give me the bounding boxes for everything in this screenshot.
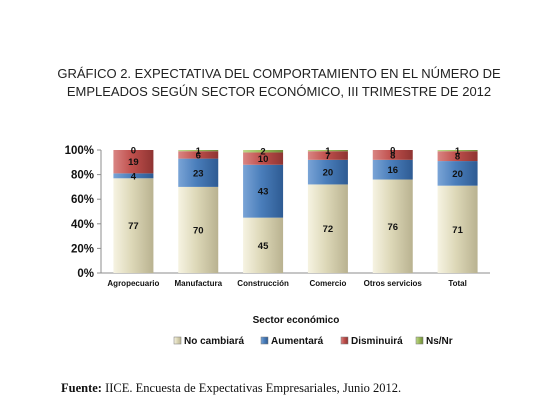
legend: No cambiará Aumentará Disminuirá Ns/Nr bbox=[173, 336, 453, 347]
legend-label-aumentara: Aumentará bbox=[271, 336, 324, 347]
bar-segment-aumentara-otros-servicios bbox=[372, 159, 413, 180]
bar-segment-disminuira-agropecuario bbox=[113, 150, 154, 174]
value-label-disminuira-manufactura: 6 bbox=[196, 150, 201, 161]
value-label-no-cambiara-manufactura: 70 bbox=[193, 225, 204, 236]
bar-segment-aumentara-agropecuario bbox=[113, 173, 154, 179]
value-label-aumentara-total: 20 bbox=[452, 169, 463, 180]
bar-segment-no-cambiara-construccion bbox=[243, 217, 284, 273]
value-label-ns-nr-manufactura: 1 bbox=[196, 146, 202, 157]
bar-segment-disminuira-comercio bbox=[307, 151, 348, 160]
bar-segment-ns-nr-manufactura bbox=[178, 150, 219, 152]
bars bbox=[113, 150, 478, 273]
bar-segment-no-cambiara-total bbox=[437, 185, 478, 273]
bar-segment-aumentara-construccion bbox=[243, 164, 284, 218]
category-label-otros-servicios: Otros servicios bbox=[364, 279, 423, 288]
y-tick-label: 60% bbox=[71, 194, 94, 206]
legend-label-no-cambiara: No cambiará bbox=[184, 336, 244, 347]
legend-label-disminuira: Disminuirá bbox=[351, 336, 403, 347]
value-label-aumentara-manufactura: 23 bbox=[193, 168, 204, 179]
category-label-comercio: Comercio bbox=[309, 279, 346, 288]
x-axis-label: Sector económico bbox=[253, 315, 340, 326]
category-label-construccion: Construcción bbox=[237, 279, 289, 288]
bar-segment-disminuira-total bbox=[437, 151, 478, 162]
category-label-total: Total bbox=[448, 279, 467, 288]
value-label-aumentara-comercio: 20 bbox=[323, 168, 334, 179]
value-label-aumentara-otros-servicios: 16 bbox=[387, 165, 398, 176]
value-label-no-cambiara-construccion: 45 bbox=[258, 241, 269, 252]
bar-segment-no-cambiara-otros-servicios bbox=[372, 179, 413, 273]
value-label-disminuira-agropecuario: 19 bbox=[128, 157, 139, 168]
value-label-ns-nr-agropecuario: 0 bbox=[131, 146, 136, 157]
category-label-manufactura: Manufactura bbox=[174, 279, 222, 288]
legend-swatch-disminuira bbox=[340, 336, 349, 345]
category-label-agropecuario: Agropecuario bbox=[107, 279, 159, 288]
y-tick-label: 40% bbox=[71, 219, 94, 231]
value-label-aumentara-construccion: 43 bbox=[258, 187, 269, 198]
value-label-disminuira-otros-servicios: 8 bbox=[390, 150, 395, 161]
value-label-aumentara-agropecuario: 4 bbox=[131, 171, 137, 182]
value-label-no-cambiara-comercio: 72 bbox=[323, 224, 334, 235]
source-label: Fuente: bbox=[61, 381, 102, 395]
y-tick-label: 80% bbox=[71, 170, 94, 182]
bar-segment-ns-nr-comercio bbox=[307, 150, 348, 152]
bar-segment-no-cambiara-agropecuario bbox=[113, 178, 154, 273]
bar-segment-disminuira-construccion bbox=[243, 152, 284, 165]
value-label-disminuira-total: 8 bbox=[455, 152, 460, 163]
legend-swatch-ns-nr bbox=[415, 336, 424, 345]
value-label-ns-nr-construccion: 2 bbox=[260, 147, 265, 158]
category-labels: Agropecuario Manufactura Construcción Comer… bbox=[107, 279, 466, 288]
bar-segment-aumentara-manufactura bbox=[178, 158, 219, 187]
value-label-no-cambiara-total: 71 bbox=[452, 225, 463, 236]
value-label-no-cambiara-agropecuario: 77 bbox=[128, 221, 139, 232]
y-tick-label: 0% bbox=[77, 268, 94, 280]
bar-segment-ns-nr-total bbox=[437, 150, 478, 152]
legend-label-ns-nr: Ns/Nr bbox=[426, 336, 453, 347]
bar-segment-disminuira-otros-servicios bbox=[372, 150, 413, 160]
source-text: IICE. Encuesta de Expectativas Empresari… bbox=[101, 381, 402, 395]
value-label-ns-nr-total: 1 bbox=[455, 146, 461, 157]
legend-swatch-no-cambiara bbox=[173, 336, 182, 345]
bar-segment-no-cambiara-manufactura bbox=[178, 186, 219, 273]
value-label-no-cambiara-otros-servicios: 76 bbox=[387, 222, 398, 233]
bar-segment-aumentara-total bbox=[437, 161, 478, 186]
value-label-ns-nr-otros-servicios: 0 bbox=[390, 146, 395, 157]
bar-segment-no-cambiara-comercio bbox=[307, 184, 348, 273]
value-label-ns-nr-comercio: 1 bbox=[325, 146, 331, 157]
chart-title-line-1: GRÁFICO 2. EXPECTATIVA DEL COMPORTAMIENT… bbox=[57, 66, 501, 81]
legend-swatch-aumentara bbox=[260, 336, 269, 345]
chart-title-line-2: EMPLEADOS SEGÚN SECTOR ECONÓMICO, III TR… bbox=[67, 84, 491, 99]
y-tick-label: 20% bbox=[71, 243, 94, 255]
bar-segment-aumentara-comercio bbox=[307, 159, 348, 185]
value-label-disminuira-comercio: 7 bbox=[325, 151, 330, 162]
value-label-disminuira-construccion: 10 bbox=[258, 154, 269, 165]
source-note: Fuente: IICE. Encuesta de Expectativas E… bbox=[61, 381, 401, 396]
y-tick-label: 100% bbox=[65, 145, 94, 157]
y-ticks: 0% 20% 40% 60% 80% 100% bbox=[65, 145, 101, 280]
bar-segment-disminuira-manufactura bbox=[178, 151, 219, 159]
bar-segment-ns-nr-construccion bbox=[243, 150, 284, 153]
